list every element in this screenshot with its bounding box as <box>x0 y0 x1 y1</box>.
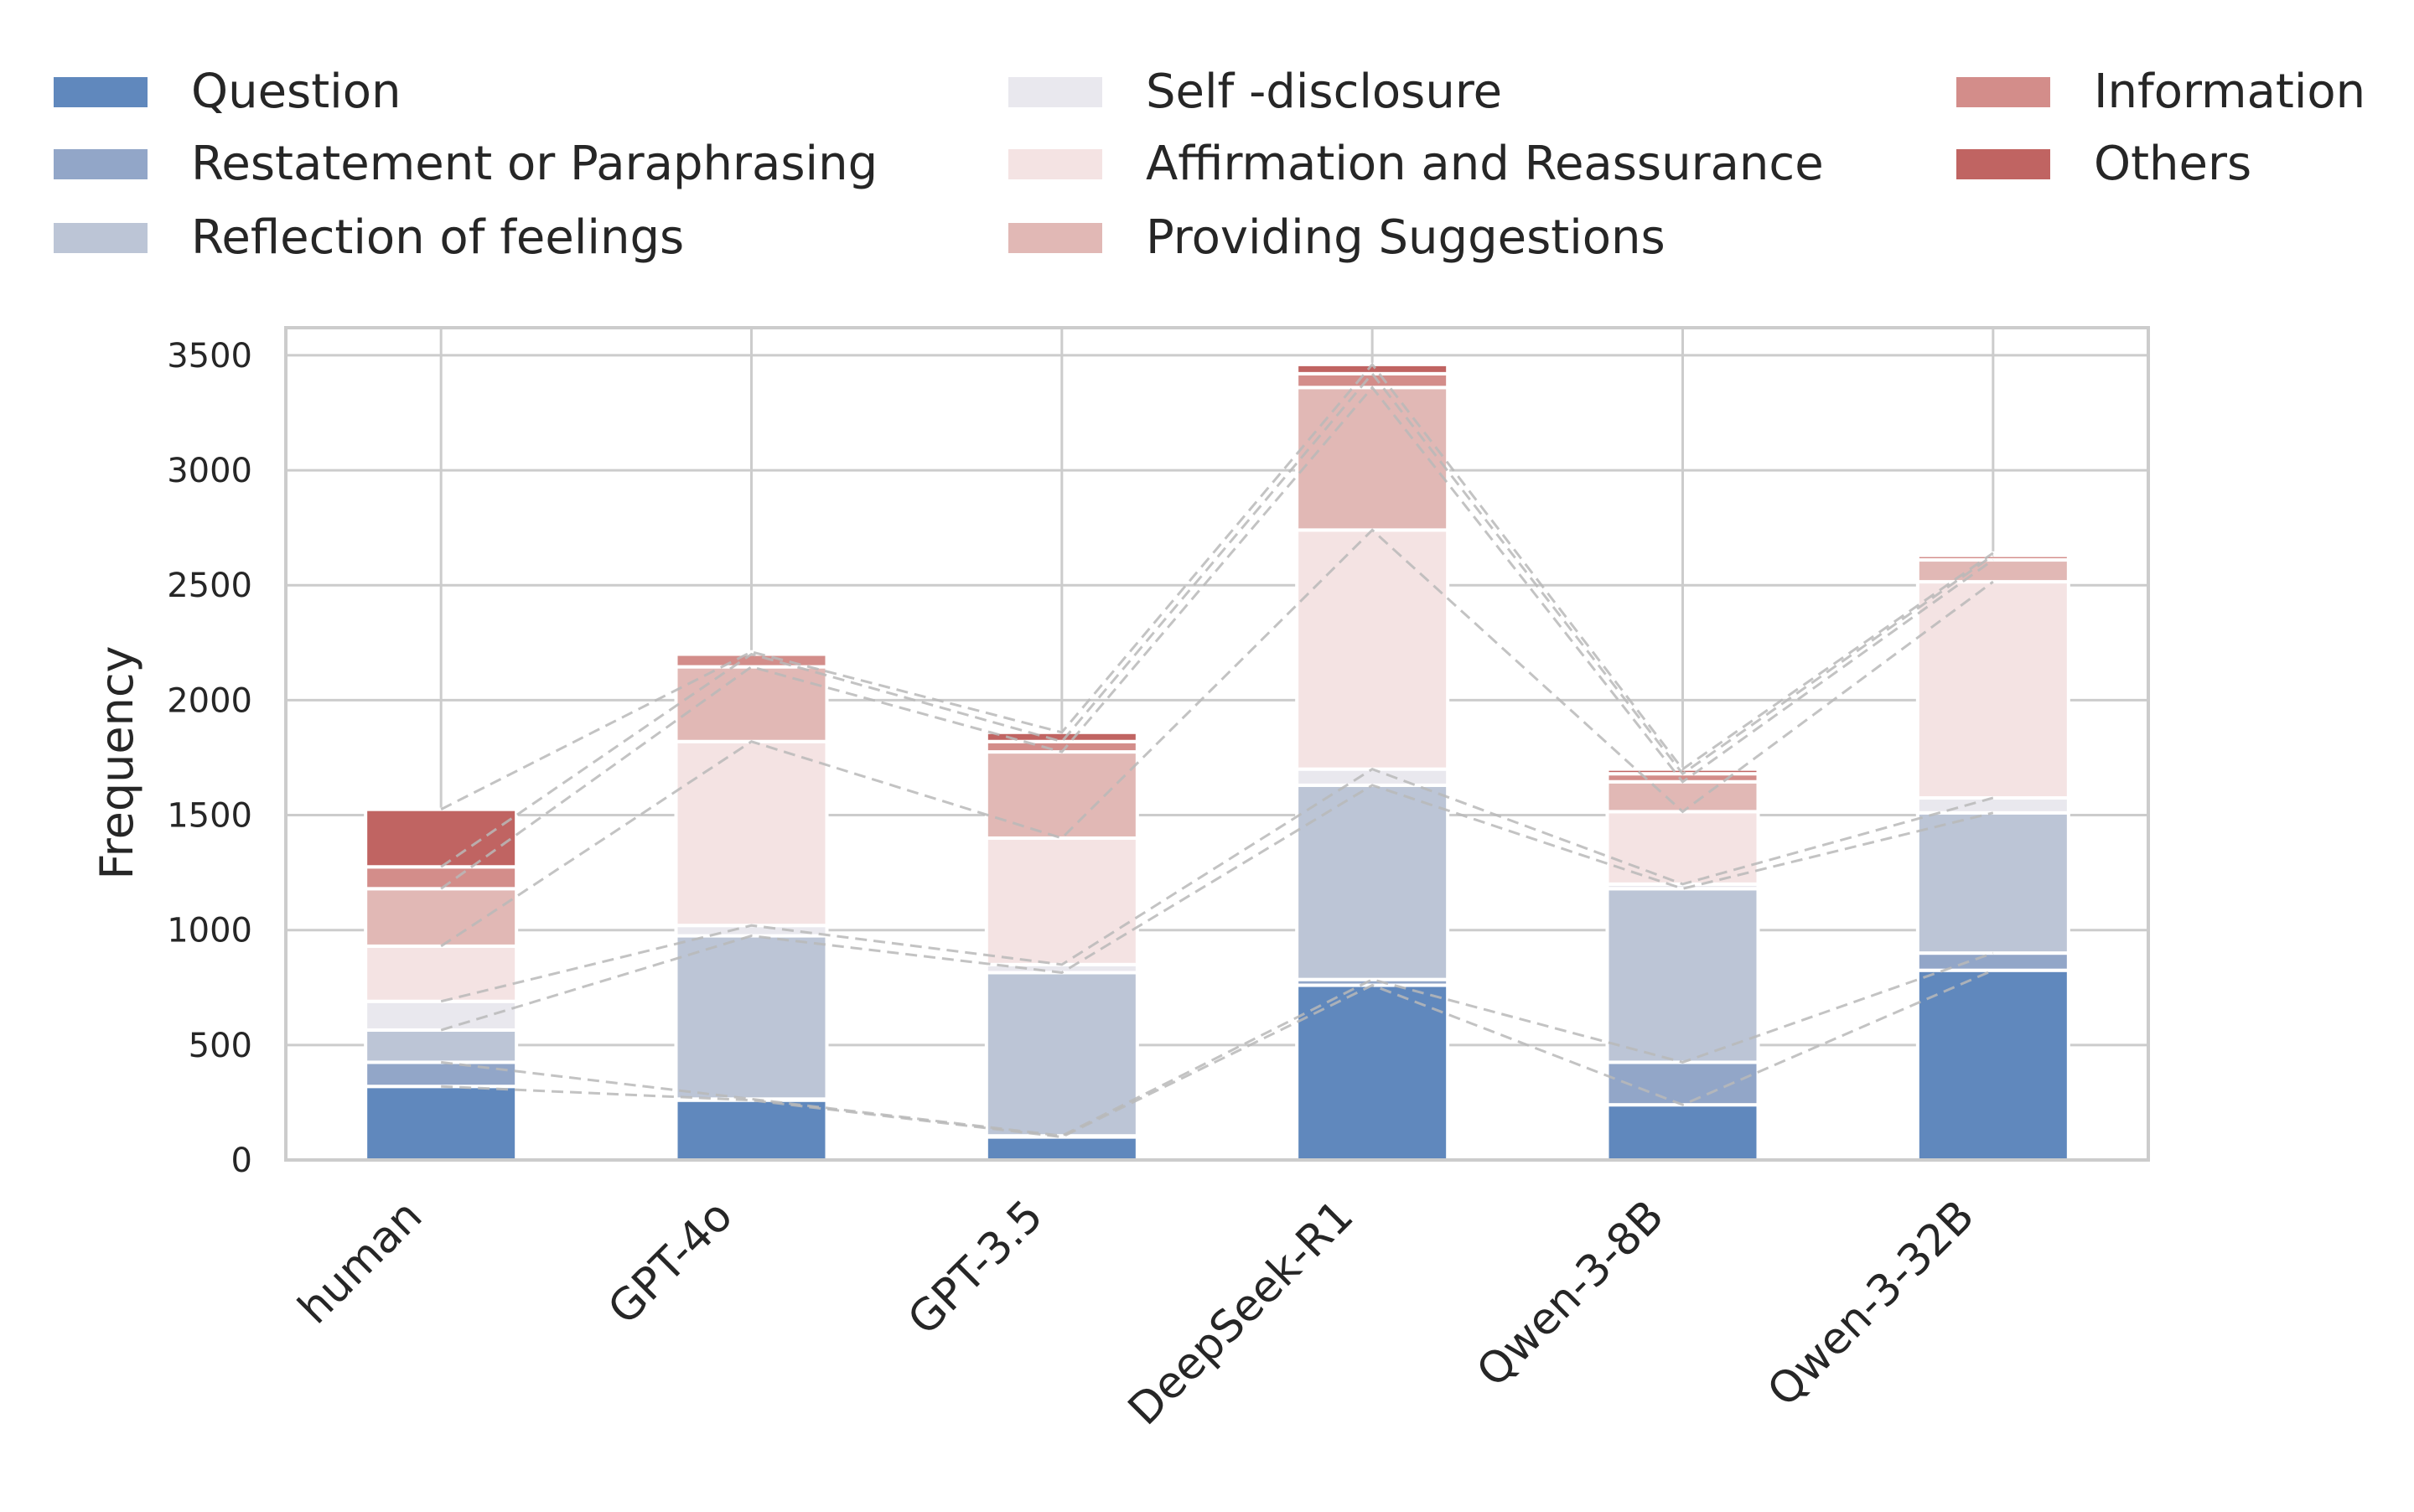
y-axis-label: Frequency <box>91 646 143 880</box>
connector-line <box>440 768 1994 1003</box>
x-tick-label: GPT-3.5 <box>899 1191 1053 1345</box>
bar-segment <box>984 836 1139 966</box>
y-tick-label: 0 <box>231 1142 252 1180</box>
legend-label: Others <box>2094 137 2251 191</box>
bar-segment <box>1295 528 1450 771</box>
legend-swatch <box>1008 223 1102 253</box>
bar-segment <box>1605 810 1760 886</box>
legend-label: Information <box>2094 65 2365 119</box>
bar-segment <box>1295 783 1450 981</box>
connector-line <box>440 362 1994 811</box>
x-tick-label: Qwen-3-32B <box>1759 1191 1984 1416</box>
bar-segment <box>364 999 519 1033</box>
legend-label: Question <box>191 65 401 119</box>
bar-segment <box>984 971 1139 1138</box>
bar-segment <box>1295 767 1450 787</box>
legend-swatch <box>1956 149 2050 179</box>
bar-segment <box>1915 795 2070 815</box>
bars <box>364 362 2070 1162</box>
y-tick-label: 3000 <box>167 452 252 490</box>
x-tick-label: DeepSeek-R1 <box>1119 1191 1363 1435</box>
bar-segment <box>364 887 519 948</box>
legend-swatch <box>1956 77 2050 107</box>
bar-segment <box>1915 968 2070 1162</box>
x-tick-label: Qwen-3-8B <box>1468 1191 1674 1397</box>
legend-label: Reflection of feelings <box>191 210 684 265</box>
bar-segment <box>674 934 829 1101</box>
bar-segment <box>1605 887 1760 1064</box>
y-tick-label: 2000 <box>167 681 252 720</box>
legend-label: Self -disclosure <box>1146 65 1502 119</box>
legend-swatch <box>54 77 148 107</box>
connector-line <box>440 951 1994 1137</box>
bar-segment <box>674 652 829 669</box>
connector-line <box>440 528 1994 948</box>
plot-frame <box>284 326 2150 1162</box>
y-tick-label: 2500 <box>167 567 252 605</box>
connector-lines <box>440 362 1994 1139</box>
connector-line <box>440 784 1994 1032</box>
y-tick-label: 500 <box>189 1027 252 1065</box>
y-tick-label: 1000 <box>167 912 252 950</box>
bar-segment <box>674 1098 829 1162</box>
bar-segment <box>1915 580 2070 800</box>
bar-segment <box>984 750 1139 840</box>
legend-label: Providing Suggestions <box>1146 210 1665 265</box>
bar-segment <box>364 1060 519 1089</box>
connector-line <box>440 371 1994 868</box>
bar-segment <box>1605 1103 1760 1162</box>
legend-swatch <box>1008 77 1102 107</box>
legend-swatch <box>54 223 148 253</box>
x-tick-label: human <box>289 1191 433 1334</box>
legend-swatch <box>1008 149 1102 179</box>
bar-segment <box>1295 371 1450 390</box>
bar-segment <box>364 1028 519 1064</box>
connector-line <box>441 969 1994 1139</box>
legend-label: Affirmation and Reassurance <box>1146 137 1824 191</box>
connector-line <box>440 385 1994 890</box>
bar-segment <box>364 865 519 891</box>
bar-segment <box>1915 951 2070 972</box>
grid <box>286 328 2148 1162</box>
y-tick-label: 3500 <box>167 337 252 375</box>
legend: Question Restatement or Paraphrasing Refle… <box>54 65 2365 265</box>
bar-segment <box>364 1085 519 1162</box>
legend-swatch <box>54 149 148 179</box>
bar-segment <box>1295 386 1450 532</box>
bar-segment <box>364 807 519 869</box>
bar-segment <box>364 944 519 1003</box>
bar-segment <box>1915 810 2070 955</box>
y-tick-label: 1500 <box>167 797 252 836</box>
x-tick-label: GPT-4o <box>598 1191 742 1334</box>
legend-label: Restatement or Paraphrasing <box>191 137 878 191</box>
bar-segment <box>674 739 829 928</box>
bar-segment <box>984 1135 1139 1162</box>
bar-segment <box>1915 558 2070 584</box>
bar-segment <box>1605 779 1760 814</box>
